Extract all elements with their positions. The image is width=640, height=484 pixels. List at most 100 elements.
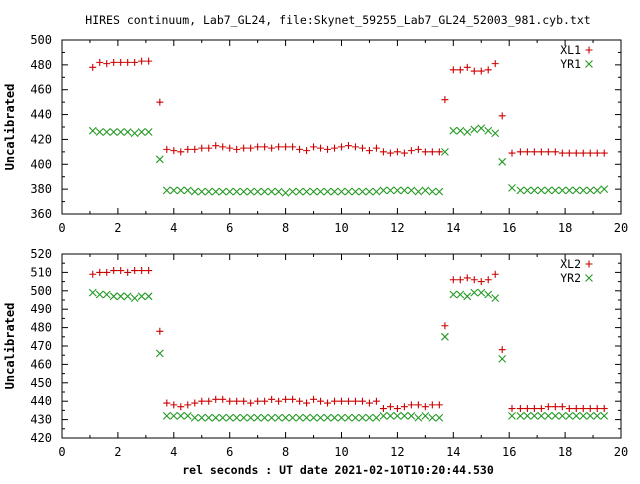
data-point (407, 401, 415, 409)
data-point (400, 149, 408, 157)
data-point (365, 413, 374, 422)
data-point (393, 148, 401, 156)
plots-group: 0 2 4 6 8 10 12 14 16 18 2036038040042044046048050… (3, 33, 628, 459)
data-point (309, 187, 318, 196)
data-point (240, 144, 248, 152)
data-point (233, 145, 241, 153)
x-tick-label: 14 (446, 221, 460, 235)
data-point (110, 58, 118, 66)
data-point (156, 98, 164, 106)
data-point (254, 143, 262, 151)
y-axis-label: Uncalibrated (3, 84, 17, 171)
data-point (109, 128, 118, 136)
data-point (449, 66, 457, 74)
data-point (204, 187, 213, 196)
data-point (162, 412, 171, 420)
data-point (400, 412, 409, 420)
x-tick-label: 8 (282, 445, 289, 459)
data-point (421, 403, 429, 411)
data-point (183, 412, 192, 420)
data-point (421, 186, 430, 195)
data-point (579, 412, 588, 420)
data-point (212, 395, 220, 403)
data-point (351, 397, 359, 405)
data-point (456, 126, 465, 135)
data-point (477, 288, 486, 297)
data-point (523, 148, 531, 156)
data-point (414, 187, 423, 196)
data-point (131, 267, 139, 275)
data-point (282, 143, 290, 151)
data-point (508, 412, 516, 420)
legend-marker-yr1 (585, 60, 593, 68)
data-point (117, 267, 125, 275)
data-point (551, 412, 560, 420)
data-point (275, 143, 283, 151)
data-point (96, 268, 104, 276)
data-point (600, 185, 609, 194)
data-point (288, 413, 297, 422)
y-tick-label: 480 (30, 58, 52, 72)
plot-panel-1: 0 2 4 6 8 10 12 14 16 18 20 360 380 400 420 440 460 480 50… (3, 33, 628, 235)
x-tick-label: 20 (614, 221, 628, 235)
data-point (470, 288, 479, 297)
data-point (491, 129, 500, 138)
data-point (400, 186, 409, 195)
data-point (289, 143, 297, 151)
data-point (551, 186, 560, 195)
data-point (484, 126, 493, 135)
data-point (197, 413, 206, 422)
data-point (491, 60, 499, 68)
data-point (169, 186, 178, 195)
data-point (282, 395, 290, 403)
data-point (302, 187, 311, 196)
data-point (477, 124, 486, 133)
data-point (116, 128, 125, 136)
data-point (156, 327, 164, 335)
data-point (484, 290, 493, 299)
y-tick-label: 500 (30, 284, 52, 298)
y-tick-label: 500 (30, 33, 52, 47)
data-point (176, 186, 185, 195)
data-point (600, 405, 608, 413)
data-point (303, 147, 311, 155)
data-point (232, 413, 241, 422)
data-point (407, 186, 416, 195)
data-point (289, 395, 297, 403)
data-point (544, 412, 553, 420)
data-point (449, 290, 458, 299)
data-point (123, 292, 132, 301)
data-point (281, 413, 290, 422)
data-point (386, 149, 394, 157)
data-point (330, 187, 339, 196)
data-point (491, 294, 500, 303)
x-tick-label: 4 (170, 445, 177, 459)
data-point (530, 405, 538, 413)
data-point (470, 67, 478, 75)
data-point (508, 149, 516, 157)
data-point (593, 405, 601, 413)
data-point (145, 57, 153, 65)
x-tick-label: 2 (114, 221, 121, 235)
data-point (225, 413, 234, 422)
data-point (110, 267, 118, 275)
data-point (537, 186, 546, 195)
data-point (344, 142, 352, 150)
y-tick-label: 360 (30, 207, 52, 221)
y-tick-label: 480 (30, 321, 52, 335)
data-point (316, 187, 325, 196)
data-point (572, 412, 581, 420)
data-point (351, 143, 359, 151)
data-point (162, 186, 171, 195)
data-point (95, 290, 104, 299)
x-tick-label: 10 (334, 221, 348, 235)
data-point (191, 399, 199, 407)
data-point (351, 187, 360, 196)
data-point (516, 405, 524, 413)
data-point (288, 187, 297, 196)
data-point (516, 186, 525, 195)
data-point (565, 186, 574, 195)
y-tick-label: 490 (30, 302, 52, 316)
data-point (393, 412, 402, 420)
